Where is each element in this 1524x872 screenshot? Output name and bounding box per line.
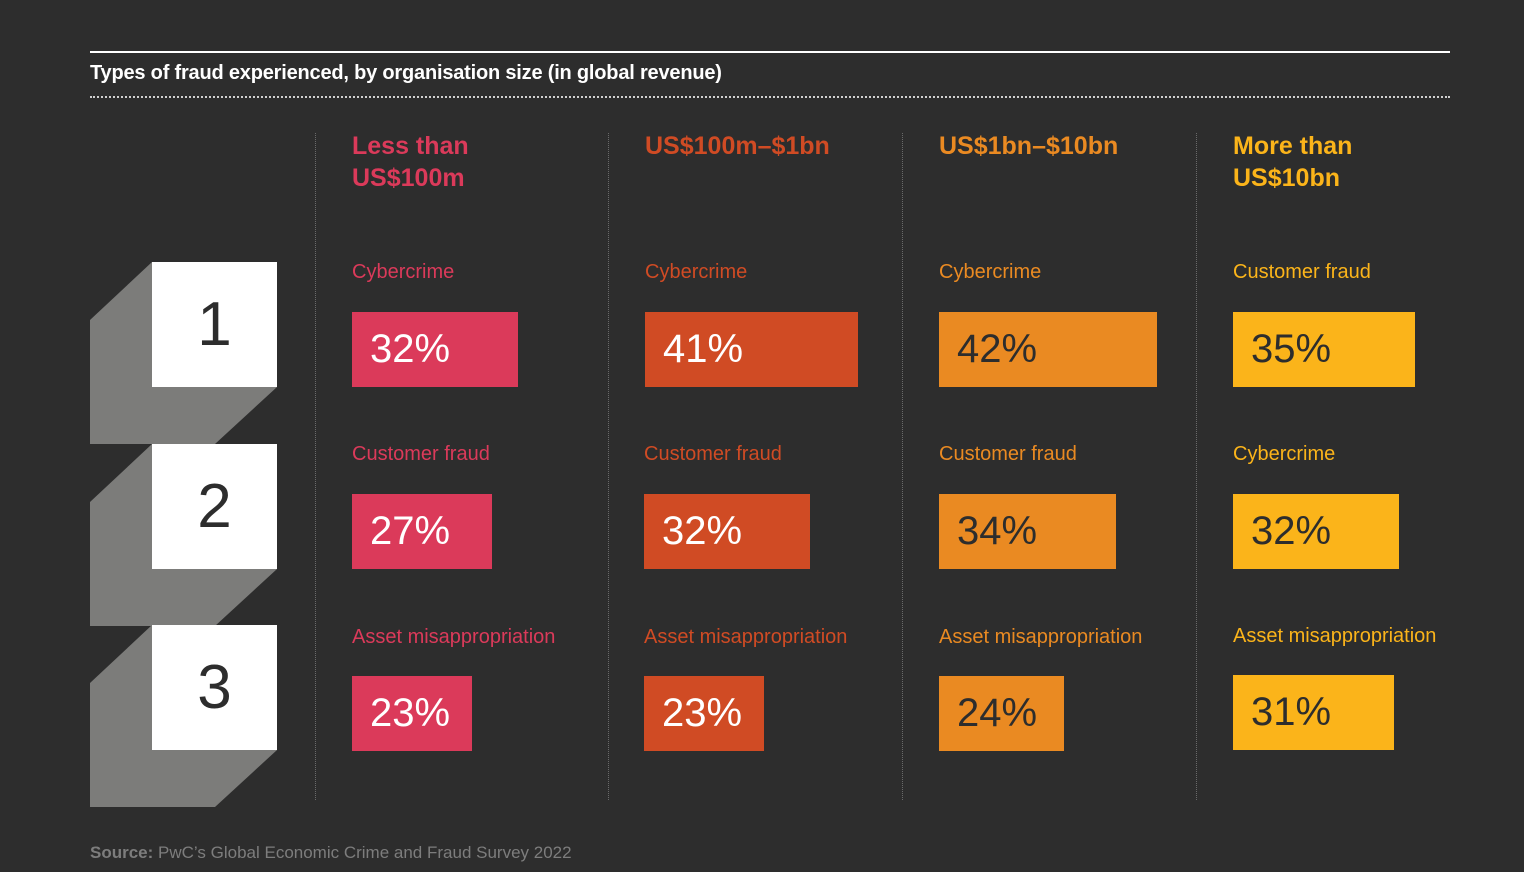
- value-bar: 32%: [1233, 494, 1399, 569]
- fraud-label: Asset misappropriation: [644, 626, 848, 648]
- value-bar: 23%: [644, 676, 764, 751]
- fraud-label: Customer fraud: [1233, 261, 1371, 283]
- value-bar: 23%: [352, 676, 472, 751]
- rank-box-3: 3: [152, 625, 277, 750]
- column-header-1bn-10bn: US$1bn–$10bn: [939, 132, 1119, 160]
- column-divider: [608, 133, 609, 800]
- column-header-100m-1bn: US$100m–$1bn: [645, 132, 830, 160]
- value-bar: 27%: [352, 494, 492, 569]
- fraud-label: Asset misappropriation: [352, 626, 556, 648]
- fraud-label: Customer fraud: [644, 443, 782, 465]
- value-bar: 41%: [645, 312, 858, 387]
- column-header-lt100m: Less than US$100m: [352, 132, 469, 192]
- fraud-label: Cybercrime: [645, 261, 748, 283]
- title-dotted-rule: [90, 96, 1450, 98]
- top-rule: [90, 51, 1450, 53]
- column-divider: [902, 133, 903, 800]
- source-text: PwC’s Global Economic Crime and Fraud Su…: [158, 843, 572, 862]
- value-bar: 31%: [1233, 675, 1394, 750]
- column-header-gt10bn: More than US$10bn: [1233, 132, 1353, 192]
- column-divider: [315, 133, 316, 800]
- fraud-label: Cybercrime: [352, 261, 455, 283]
- source-note: Source: PwC’s Global Economic Crime and …: [90, 843, 572, 863]
- value-bar: 34%: [939, 494, 1116, 569]
- rank-box-1: 1: [152, 262, 277, 387]
- source-label: Source:: [90, 843, 154, 862]
- fraud-label: Customer fraud: [352, 443, 490, 465]
- fraud-label: Asset misappropriation: [1233, 625, 1437, 647]
- fraud-label: Cybercrime: [939, 261, 1042, 283]
- fraud-label: Customer fraud: [939, 443, 1077, 465]
- value-bar: 42%: [939, 312, 1157, 387]
- value-bar: 32%: [352, 312, 518, 387]
- fraud-label: Cybercrime: [1233, 443, 1336, 465]
- value-bar: 32%: [644, 494, 810, 569]
- column-divider: [1196, 133, 1197, 800]
- chart-title: Types of fraud experienced, by organisat…: [90, 62, 722, 84]
- rank-staircase-shape: [90, 262, 277, 807]
- fraud-label: Asset misappropriation: [939, 626, 1143, 648]
- value-bar: 24%: [939, 676, 1064, 751]
- value-bar: 35%: [1233, 312, 1415, 387]
- rank-box-2: 2: [152, 444, 277, 569]
